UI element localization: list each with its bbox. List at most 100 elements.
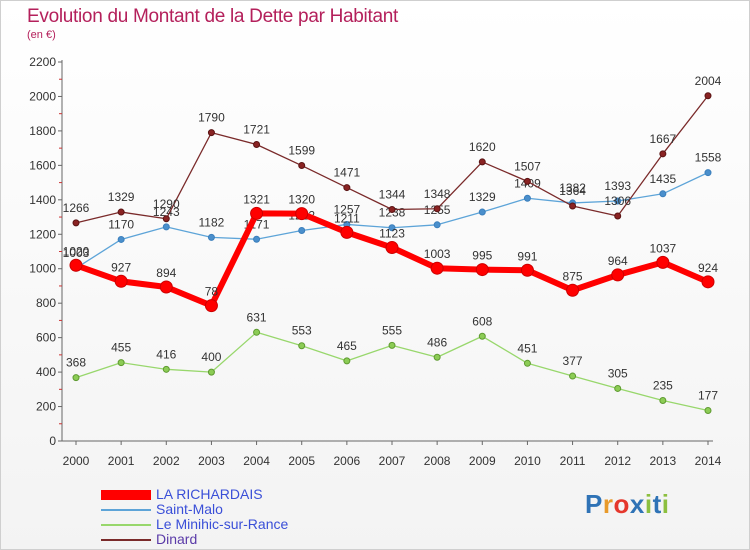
data-label-dinard: 1290 (153, 197, 180, 211)
data-point-le-minihic-sur-rance (388, 341, 396, 349)
data-point-le-minihic-sur-rance (72, 374, 80, 382)
y-tick-label: 800 (36, 296, 56, 310)
data-point-dinard (207, 129, 215, 137)
data-point-dinard (433, 205, 441, 213)
data-label-le-minihic-sur-rance: 555 (382, 323, 402, 337)
data-label-dinard: 1306 (604, 194, 631, 208)
data-point-dinard (478, 158, 486, 166)
data-point-le-minihic-sur-rance (207, 368, 215, 376)
data-point-saint-malo (704, 169, 712, 177)
data-point-saint-malo (523, 194, 531, 202)
data-label-saint-malo: 1558 (695, 151, 722, 165)
data-label-le-minihic-sur-rance: 305 (608, 366, 628, 380)
data-point-saint-malo (298, 226, 306, 234)
data-label-dinard: 1667 (650, 132, 677, 146)
y-tick-label: 1400 (29, 193, 56, 207)
data-point-la-richardais (656, 255, 670, 269)
legend-label-la-richardais: LA RICHARDAIS (156, 486, 263, 502)
legend-swatch-le-minihic-sur-rance (101, 524, 151, 526)
data-point-saint-malo (433, 221, 441, 229)
data-label-la-richardais: 927 (111, 260, 131, 274)
data-label-la-richardais: 1020 (63, 244, 90, 258)
data-point-dinard (523, 177, 531, 185)
data-point-la-richardais (611, 268, 625, 282)
data-label-le-minihic-sur-rance: 451 (517, 341, 537, 355)
data-label-saint-malo: 1257 (334, 202, 361, 216)
data-point-le-minihic-sur-rance (162, 365, 170, 373)
y-tick-label: 1000 (29, 262, 56, 276)
data-label-la-richardais: 78 (205, 285, 219, 299)
data-point-le-minihic-sur-rance (433, 353, 441, 361)
data-point-la-richardais (69, 258, 83, 272)
data-label-dinard: 1344 (379, 187, 406, 201)
data-point-la-richardais (250, 206, 264, 220)
y-tick-label: 2000 (29, 89, 56, 103)
data-point-la-richardais (295, 207, 309, 221)
y-tick-label: 2200 (29, 55, 56, 69)
chart-title: Evolution du Montant de la Dette par Hab… (27, 6, 398, 27)
data-point-le-minihic-sur-rance (569, 372, 577, 380)
data-label-la-richardais: 991 (517, 249, 537, 263)
data-point-saint-malo (478, 208, 486, 216)
data-label-dinard: 1329 (108, 190, 135, 204)
x-tick-label: 2011 (560, 454, 586, 468)
data-label-le-minihic-sur-rance: 631 (247, 310, 267, 324)
x-tick-label: 2006 (334, 454, 361, 468)
data-label-saint-malo: 1170 (108, 217, 134, 231)
data-label-le-minihic-sur-rance: 455 (111, 341, 131, 355)
logo-letter: i (661, 489, 670, 519)
data-point-la-richardais (114, 274, 128, 288)
data-point-dinard (614, 212, 622, 220)
data-label-saint-malo: 1003 (63, 246, 90, 260)
x-tick-label: 2000 (63, 454, 90, 468)
legend-swatch-dinard (101, 539, 151, 541)
data-label-saint-malo: 1243 (153, 205, 180, 219)
data-label-le-minihic-sur-rance: 177 (698, 389, 718, 403)
data-point-saint-malo (614, 197, 622, 205)
data-point-saint-malo (659, 190, 667, 198)
data-label-saint-malo: 1393 (604, 179, 631, 193)
data-point-la-richardais (385, 241, 399, 255)
data-label-dinard: 1266 (63, 201, 90, 215)
data-label-le-minihic-sur-rance: 608 (472, 314, 492, 328)
data-point-dinard (569, 202, 577, 210)
chart-subtitle: (en €) (27, 29, 56, 41)
data-label-la-richardais: 1037 (650, 241, 677, 255)
y-tick-label: 1800 (29, 124, 56, 138)
logo-letter: x (629, 489, 645, 519)
data-point-saint-malo (388, 224, 396, 232)
data-point-saint-malo (162, 223, 170, 231)
proxiti-logo: Proxiti (585, 489, 669, 520)
data-label-le-minihic-sur-rance: 377 (563, 354, 583, 368)
data-point-le-minihic-sur-rance (478, 332, 486, 340)
data-point-le-minihic-sur-rance (253, 328, 261, 336)
x-tick-label: 2008 (424, 454, 451, 468)
data-point-le-minihic-sur-rance (298, 342, 306, 350)
data-label-la-richardais: 1003 (424, 247, 451, 261)
data-label-saint-malo: 1182 (199, 215, 225, 229)
logo-letter: t (652, 489, 662, 519)
data-point-dinard (704, 92, 712, 100)
y-tick-label: 600 (36, 331, 56, 345)
data-label-dinard: 1507 (514, 159, 541, 173)
data-point-dinard (298, 162, 306, 170)
data-label-saint-malo: 1382 (559, 181, 586, 195)
y-tick-label: 0 (49, 434, 56, 448)
data-label-la-richardais: 924 (698, 261, 718, 275)
data-label-la-richardais: 894 (156, 266, 176, 280)
data-point-saint-malo (117, 235, 125, 243)
data-label-la-richardais: 1123 (379, 227, 405, 241)
data-label-la-richardais: 1321 (243, 192, 270, 206)
logo-letter: i (644, 489, 653, 519)
logo-letter: o (613, 489, 630, 519)
data-label-dinard: 1471 (334, 166, 361, 180)
legend-label-le-minihic-sur-rance: Le Minihic-sur-Rance (156, 516, 289, 532)
x-tick-label: 2014 (695, 454, 722, 468)
data-point-le-minihic-sur-rance (117, 359, 125, 367)
data-label-dinard: 1348 (424, 187, 451, 201)
data-label-dinard: 1599 (288, 144, 315, 158)
data-point-la-richardais (566, 283, 580, 297)
data-label-dinard: 1620 (469, 140, 496, 154)
data-label-le-minihic-sur-rance: 553 (292, 324, 312, 338)
